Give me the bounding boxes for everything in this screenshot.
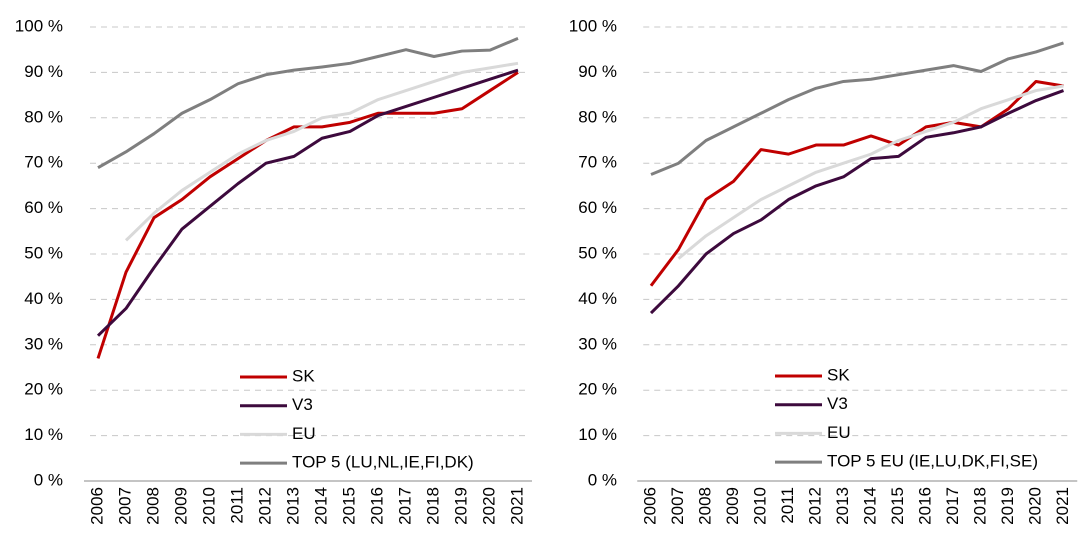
y-tick-label: 20 % xyxy=(24,380,63,399)
y-tick-label: 90 % xyxy=(24,62,63,81)
y-tick-label: 100 % xyxy=(15,16,63,35)
y-tick-label: 40 % xyxy=(24,289,63,308)
y-tick-label: 70 % xyxy=(24,153,63,172)
legend-label: TOP 5 (LU,NL,IE,FI,DK) xyxy=(292,453,474,472)
x-tick-label: 2014 xyxy=(860,487,879,525)
series-line xyxy=(650,41,1064,176)
x-tick-label: 2017 xyxy=(943,487,962,525)
x-tick-label: 2021 xyxy=(1053,487,1072,525)
x-tick-label: 2010 xyxy=(750,487,769,525)
legend-label: V3 xyxy=(292,395,313,414)
x-tick-label: 2017 xyxy=(395,487,414,525)
y-tick-label: 30 % xyxy=(578,334,617,353)
series-line xyxy=(96,68,519,337)
x-tick-label: 2007 xyxy=(115,487,134,525)
series-line xyxy=(649,79,1064,287)
series-line xyxy=(649,89,1065,315)
x-tick-label: 2013 xyxy=(283,487,302,525)
x-tick-label: 2007 xyxy=(668,487,687,525)
y-tick-label: 0 % xyxy=(588,470,617,489)
y-tick-label: 0 % xyxy=(34,470,63,489)
x-tick-label: 2011 xyxy=(227,487,246,524)
x-tick-label: 2008 xyxy=(695,487,714,525)
x-tick-label: 2018 xyxy=(970,487,989,525)
x-tick-label: 2012 xyxy=(255,487,274,525)
series-line xyxy=(96,71,519,359)
legend-label: SK xyxy=(827,365,850,384)
x-tick-label: 2019 xyxy=(451,487,470,525)
y-tick-label: 20 % xyxy=(578,380,617,399)
x-tick-label: 2016 xyxy=(915,487,934,525)
y-tick-label: 60 % xyxy=(578,198,617,217)
series-line xyxy=(124,61,519,242)
y-tick-label: 10 % xyxy=(24,425,63,444)
legend-label: EU xyxy=(827,423,851,442)
y-tick-label: 30 % xyxy=(24,334,63,353)
x-tick-label: 2009 xyxy=(171,487,190,525)
y-tick-label: 100 % xyxy=(569,16,617,35)
x-tick-label: 2006 xyxy=(87,487,106,525)
x-tick-label: 2011 xyxy=(778,487,797,524)
x-tick-label: 2015 xyxy=(888,487,907,525)
y-tick-label: 80 % xyxy=(24,107,63,126)
y-tick-label: 40 % xyxy=(578,289,617,308)
legend-label: EU xyxy=(292,424,316,443)
y-tick-label: 60 % xyxy=(24,198,63,217)
x-tick-label: 2013 xyxy=(833,487,852,525)
x-tick-label: 2009 xyxy=(723,487,742,525)
y-tick-label: 50 % xyxy=(578,243,617,262)
y-tick-label: 10 % xyxy=(578,425,617,444)
x-tick-label: 2006 xyxy=(640,487,659,525)
y-tick-label: 50 % xyxy=(24,243,63,262)
y-tick-label: 70 % xyxy=(578,153,617,172)
x-tick-label: 2016 xyxy=(367,487,386,525)
y-tick-label: 90 % xyxy=(578,62,617,81)
x-tick-label: 2020 xyxy=(1025,487,1044,525)
y-tick-label: 80 % xyxy=(578,107,617,126)
x-tick-label: 2015 xyxy=(339,487,358,525)
x-tick-label: 2018 xyxy=(423,487,442,525)
series-line xyxy=(97,36,519,170)
series-line xyxy=(677,84,1064,260)
x-tick-label: 2012 xyxy=(805,487,824,525)
legend-label: TOP 5 EU (IE,LU,DK,FI,SE) xyxy=(827,452,1038,471)
x-tick-label: 2021 xyxy=(507,487,526,525)
x-tick-label: 2010 xyxy=(199,487,218,525)
x-tick-label: 2008 xyxy=(143,487,162,525)
x-tick-label: 2019 xyxy=(998,487,1017,525)
legend-label: SK xyxy=(292,366,315,385)
legend-label: V3 xyxy=(827,394,848,413)
x-tick-label: 2020 xyxy=(479,487,498,525)
x-tick-label: 2014 xyxy=(311,487,330,525)
